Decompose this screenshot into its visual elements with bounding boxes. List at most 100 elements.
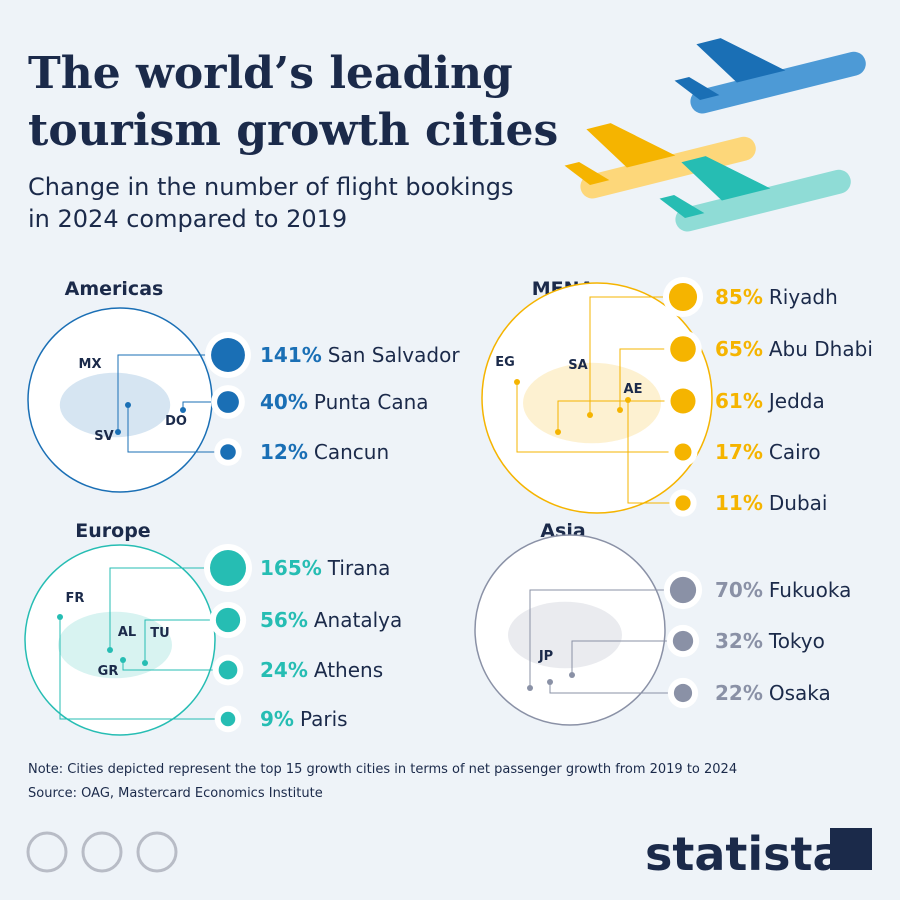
city-dot xyxy=(625,397,631,403)
city-name: Tokyo xyxy=(768,629,825,653)
region-map xyxy=(474,534,666,726)
country-code: AE xyxy=(624,382,643,397)
city-dot xyxy=(57,614,63,620)
connector xyxy=(117,354,228,432)
value-label: 12% xyxy=(260,440,308,464)
value-label: 61% xyxy=(715,389,763,413)
city-name: Dubai xyxy=(769,491,828,515)
connector xyxy=(627,400,683,504)
bubble xyxy=(220,711,236,727)
connector xyxy=(144,619,228,663)
value-label: 165% xyxy=(260,556,322,580)
country-code: DO xyxy=(165,414,187,429)
city-name: Riyadh xyxy=(769,285,838,309)
country-code: AL xyxy=(118,625,136,640)
value-label: 65% xyxy=(715,337,763,361)
bubble xyxy=(215,607,241,633)
regions: Americas 141% San Salvador 40% Punta Cana 12%… xyxy=(24,276,873,736)
city-dot xyxy=(587,412,593,418)
city-name: Punta Cana xyxy=(314,390,429,414)
city-dot xyxy=(125,402,131,408)
country-code: MX xyxy=(79,357,102,372)
bubble xyxy=(674,443,692,461)
country-code: TU xyxy=(150,626,169,641)
city-name: San Salvador xyxy=(328,343,461,367)
city-name: Fukuoka xyxy=(769,578,851,602)
city-dot xyxy=(555,429,561,435)
city-dot xyxy=(514,379,520,385)
region-name: Americas xyxy=(65,278,164,300)
region-map xyxy=(24,544,216,736)
city-name: Abu Dhabi xyxy=(769,337,873,361)
connector xyxy=(589,296,683,415)
note: Note: Cities depicted represent the top … xyxy=(28,762,737,777)
bubble xyxy=(218,660,238,680)
value-label: 56% xyxy=(260,608,308,632)
value-label: 85% xyxy=(715,285,763,309)
value-label: 40% xyxy=(260,390,308,414)
city-name: Paris xyxy=(300,707,348,731)
bubble xyxy=(670,336,696,362)
country-code: SV xyxy=(94,429,113,444)
city-dot xyxy=(569,672,575,678)
value-label: 9% xyxy=(260,707,294,731)
city-dot xyxy=(120,657,126,663)
region-name: Europe xyxy=(75,520,150,542)
bubble xyxy=(220,444,236,460)
city-name: Tirana xyxy=(327,556,391,580)
brand-logo xyxy=(830,828,872,870)
value-label: 22% xyxy=(715,681,763,705)
country-code: JP xyxy=(538,649,553,664)
connector xyxy=(59,617,228,720)
city-dot xyxy=(547,679,553,685)
subtitle-line: Change in the number of flight bookings xyxy=(28,173,513,201)
city-dot xyxy=(180,407,186,413)
connector xyxy=(122,660,228,671)
source: Source: OAG, Mastercard Economics Instit… xyxy=(28,786,323,801)
city-dot xyxy=(107,647,113,653)
bubble xyxy=(669,576,697,604)
value-label: 70% xyxy=(715,578,763,602)
planes xyxy=(564,38,866,232)
city-name: Cairo xyxy=(769,440,821,464)
region-land xyxy=(523,362,661,444)
value-label: 141% xyxy=(260,343,322,367)
city-dot xyxy=(115,429,121,435)
city-name: Osaka xyxy=(769,681,831,705)
title-line: tourism growth cities xyxy=(28,105,558,156)
bubble xyxy=(211,338,245,372)
city-name: Jedda xyxy=(767,389,825,413)
connector xyxy=(619,348,683,410)
brand: statista xyxy=(645,827,844,881)
region-land xyxy=(59,372,171,438)
country-code: GR xyxy=(98,664,119,679)
bubble xyxy=(675,495,691,511)
value-label: 11% xyxy=(715,491,763,515)
city-name: Cancun xyxy=(314,440,389,464)
value-label: 24% xyxy=(260,658,308,682)
license-icons xyxy=(26,831,178,873)
bubble xyxy=(670,388,696,414)
value-label: 17% xyxy=(715,440,763,464)
city-dot xyxy=(617,407,623,413)
country-code: SA xyxy=(568,358,587,373)
connector xyxy=(549,682,683,694)
bubble xyxy=(673,683,693,703)
connector xyxy=(127,405,228,453)
bubble xyxy=(672,630,694,652)
city-name: Anatalya xyxy=(314,608,402,632)
subtitle-line: in 2024 compared to 2019 xyxy=(28,205,347,233)
title-line: The world’s leading xyxy=(28,48,513,99)
connector xyxy=(109,567,228,650)
value-label: 32% xyxy=(715,629,763,653)
bubble xyxy=(668,282,698,312)
connector xyxy=(557,400,683,432)
country-code: FR xyxy=(66,591,85,606)
bubble xyxy=(217,391,239,413)
country-code: EG xyxy=(495,355,515,370)
region-map xyxy=(481,282,713,514)
city-name: Athens xyxy=(314,658,383,682)
city-dot xyxy=(527,685,533,691)
